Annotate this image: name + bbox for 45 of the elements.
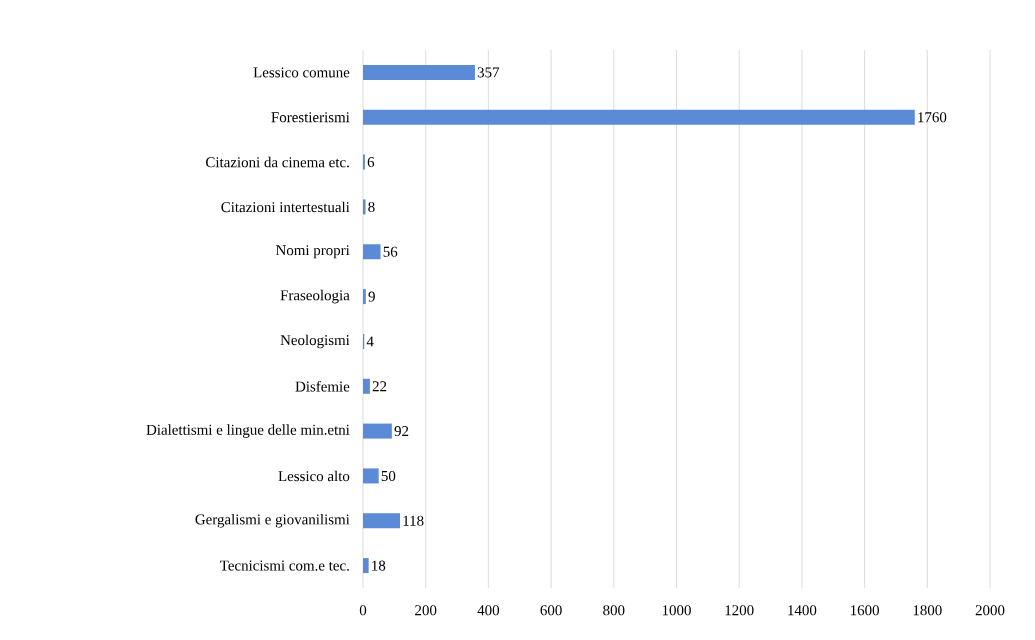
data-label: 4 xyxy=(366,336,374,347)
y-tick-label: Dialettismi e lingue delle min.etni xyxy=(146,424,350,438)
y-tick-label: Fraseologia xyxy=(280,289,350,304)
x-tick-label: 2000 xyxy=(975,605,1005,616)
data-label: 6 xyxy=(367,157,375,168)
data-label: 92 xyxy=(394,426,409,437)
bar xyxy=(363,109,915,125)
y-tick-label: Neologismi xyxy=(280,334,350,349)
bar xyxy=(363,513,400,529)
data-label: 9 xyxy=(368,291,375,302)
bar xyxy=(363,244,381,260)
x-tick-label: 1400 xyxy=(788,605,817,616)
data-label: 118 xyxy=(403,515,424,526)
y-tick-label: Nomi propri xyxy=(275,245,350,259)
bar xyxy=(363,558,369,574)
bar xyxy=(363,64,475,80)
x-tick-label: 1600 xyxy=(850,605,879,616)
data-label: 56 xyxy=(383,246,398,257)
x-tick-label: 400 xyxy=(477,605,500,616)
x-tick-label: 800 xyxy=(603,605,625,616)
y-tick-label: Gergalismi e giovanilismi xyxy=(195,513,350,528)
data-label: 357 xyxy=(477,67,500,78)
data-label: 18 xyxy=(372,560,386,571)
y-tick-label: Forestierismi xyxy=(271,112,350,123)
x-tick-label: 1800 xyxy=(913,605,942,616)
bar xyxy=(363,289,366,305)
x-tick-label: 600 xyxy=(540,605,562,616)
y-tick-label: Tecnicismi com.e tec. xyxy=(220,560,349,571)
x-tick-label: 0 xyxy=(359,605,367,616)
y-tick-label: Lessico comune xyxy=(253,67,350,78)
bar xyxy=(363,468,379,484)
y-tick-label: Citazioni da cinema etc. xyxy=(206,156,349,168)
y-tick-label: Citazioni intertestuali xyxy=(221,201,350,213)
y-tick-label: Disfemie xyxy=(295,380,350,392)
data-label: 8 xyxy=(368,201,375,212)
x-tick-label: 200 xyxy=(415,605,437,616)
y-tick-label: Lessico alto xyxy=(278,470,350,482)
bar xyxy=(363,378,370,394)
data-label: 1760 xyxy=(918,112,947,123)
x-tick-label: 1200 xyxy=(725,605,754,616)
data-label: 22 xyxy=(372,381,387,392)
bar xyxy=(363,423,392,439)
bar xyxy=(363,199,366,215)
data-label: 50 xyxy=(381,470,396,481)
x-tick-label: 1000 xyxy=(662,605,691,616)
